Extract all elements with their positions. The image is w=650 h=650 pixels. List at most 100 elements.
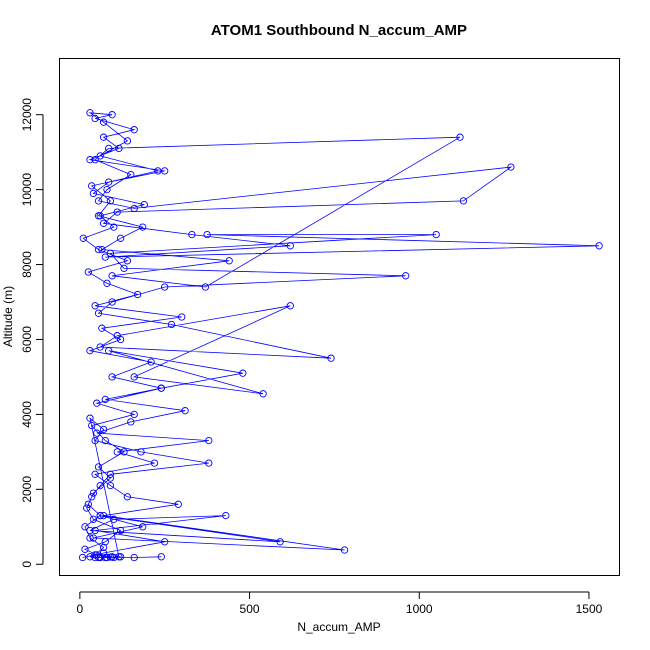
data-point	[81, 523, 89, 531]
data-point	[88, 182, 96, 190]
data-point	[133, 290, 142, 299]
data-point	[91, 526, 99, 535]
data-point	[86, 156, 94, 164]
data-point	[327, 354, 335, 362]
data-point	[88, 421, 96, 430]
data-point	[106, 249, 115, 257]
y-tick-label: 10000	[20, 173, 34, 207]
data-point	[201, 283, 210, 291]
x-tick-label: 1500	[576, 602, 603, 616]
data-point	[106, 474, 115, 482]
data-point	[116, 234, 125, 242]
data-point	[205, 436, 213, 445]
data-point	[402, 272, 410, 280]
data-point	[99, 511, 108, 520]
y-tick-label: 4000	[20, 401, 34, 428]
data-point	[123, 137, 132, 145]
data-point	[98, 245, 106, 254]
data-point	[181, 407, 189, 415]
data-point	[113, 208, 121, 216]
data-point	[93, 429, 101, 437]
data-point	[139, 223, 147, 231]
data-point	[178, 313, 186, 321]
plot-frame	[59, 58, 620, 576]
data-point	[103, 279, 111, 287]
data-point	[507, 163, 515, 171]
data-point	[161, 538, 169, 546]
series-points	[78, 109, 603, 562]
data-point	[140, 200, 148, 209]
data-point	[130, 553, 138, 562]
data-point	[96, 481, 104, 490]
y-axis: 0 2000 4000 6000 8000 10000 12000	[20, 98, 44, 568]
data-point	[147, 358, 155, 366]
data-point	[96, 553, 104, 562]
data-point	[99, 133, 108, 141]
data-point	[157, 384, 165, 392]
data-point	[106, 197, 115, 205]
y-tick-label: 2000	[20, 476, 34, 503]
data-point	[106, 553, 115, 561]
data-point	[91, 156, 99, 164]
data-point	[108, 298, 116, 306]
data-point	[137, 448, 145, 456]
data-point	[105, 347, 113, 355]
data-point	[106, 481, 115, 490]
data-point	[86, 109, 94, 117]
data-point	[456, 133, 464, 141]
data-point	[94, 245, 103, 254]
data-point	[91, 436, 99, 445]
data-point	[89, 534, 98, 542]
data-point	[222, 511, 230, 520]
data-point	[96, 152, 104, 160]
data-point	[101, 436, 109, 445]
series-lines	[82, 112, 600, 558]
data-point	[101, 253, 109, 261]
data-point	[108, 373, 116, 381]
data-point	[91, 114, 99, 123]
data-point	[110, 515, 118, 523]
data-point	[595, 242, 603, 250]
data-point	[120, 264, 128, 272]
data-point	[101, 395, 109, 404]
data-point	[239, 369, 247, 377]
data-point	[103, 185, 111, 194]
data-point	[96, 511, 104, 520]
data-point	[130, 410, 138, 419]
data-point	[115, 144, 123, 153]
data-point	[150, 459, 159, 467]
data-point	[161, 283, 169, 291]
data-point	[110, 553, 118, 562]
data-point	[116, 526, 125, 535]
data-point	[157, 553, 165, 561]
x-axis-label: N_accum_AMP	[297, 620, 380, 634]
data-point	[98, 324, 106, 332]
data-point	[115, 553, 123, 561]
data-point	[79, 234, 87, 242]
data-point	[86, 526, 94, 535]
data-point	[94, 197, 103, 205]
data-point	[203, 230, 211, 239]
data-point	[89, 189, 98, 198]
data-point	[130, 204, 138, 213]
data-point	[101, 538, 109, 546]
data-point	[86, 553, 94, 561]
data-point	[84, 268, 92, 276]
data-point	[139, 523, 147, 531]
data-point	[459, 197, 468, 205]
chart-title: ATOM1 Southbound N_accum_AMP	[211, 22, 467, 39]
data-point	[286, 302, 294, 310]
data-point	[86, 347, 94, 355]
data-point	[127, 418, 135, 426]
x-tick-label: 0	[77, 602, 84, 616]
data-point	[106, 470, 115, 478]
data-point	[432, 230, 440, 239]
data-point	[91, 302, 99, 310]
data-point	[99, 118, 108, 126]
data-point	[105, 178, 113, 186]
data-point	[86, 414, 94, 422]
y-tick-label: 6000	[20, 326, 34, 353]
data-point	[286, 242, 294, 250]
data-point	[259, 390, 267, 398]
data-point	[123, 493, 132, 501]
